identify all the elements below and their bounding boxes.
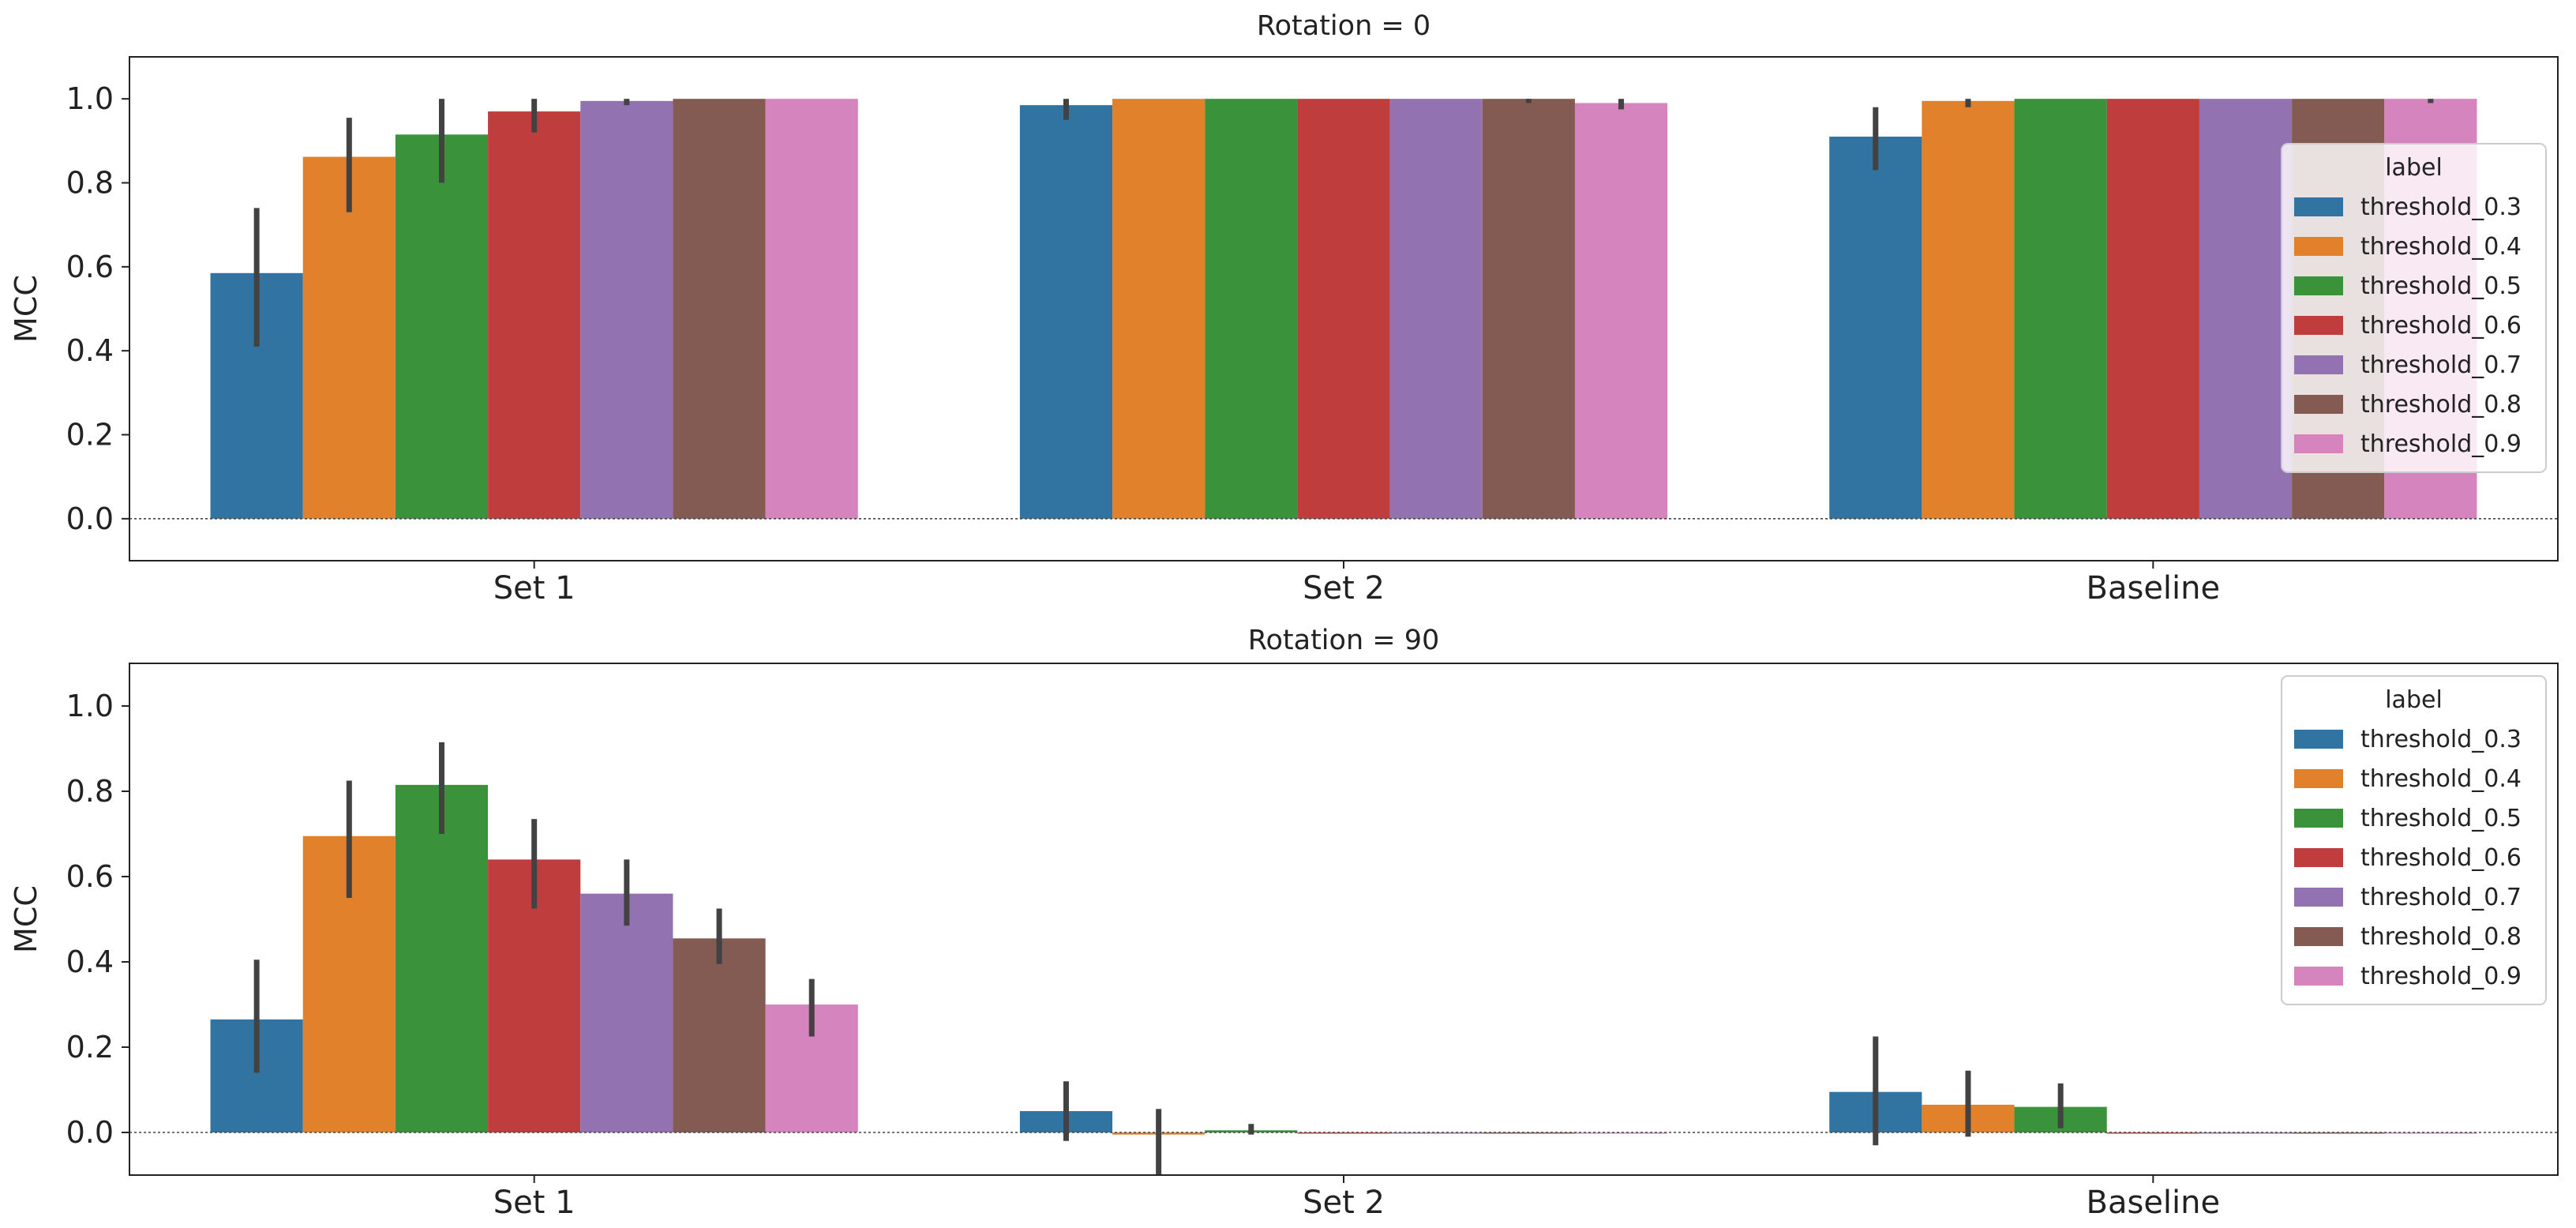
- plot-frame: [129, 663, 2559, 1176]
- y-tick-label: 1.0: [66, 81, 114, 116]
- bar-threshold_0.4-set-2: [1112, 99, 1206, 519]
- x-tick-label: Set 2: [1303, 1185, 1385, 1221]
- bar-threshold_0.9-set-2: [1574, 103, 1668, 519]
- legend-entry: threshold_0.4: [2360, 765, 2522, 793]
- bar-threshold_0.7-set-1: [580, 100, 673, 519]
- legend: label threshold_0.3 threshold_0.4 threshold…: [2281, 143, 2547, 473]
- bar-threshold_0.7-set-2: [1389, 1132, 1483, 1134]
- legend-swatch: [2294, 316, 2343, 335]
- legend-swatch: [2294, 809, 2343, 828]
- y-axis-label: MCC: [9, 275, 43, 343]
- bar-threshold_0.5-set-1: [395, 134, 489, 519]
- legend-entry: threshold_0.7: [2360, 884, 2522, 911]
- bar-threshold_0.7-set-1: [580, 893, 673, 1132]
- y-axis-label: MCC: [9, 885, 43, 953]
- legend-swatch: [2294, 434, 2343, 453]
- chart-title: Rotation = 0: [1257, 10, 1430, 42]
- y-tick-label: 1.0: [66, 689, 114, 723]
- legend-swatch: [2294, 848, 2343, 867]
- y-tick-label: 0.8: [66, 774, 114, 809]
- y-tick-label: 0.8: [66, 166, 114, 201]
- bar-threshold_0.5-set-2: [1205, 99, 1298, 519]
- legend-entry: threshold_0.7: [2360, 351, 2522, 379]
- legend-swatch: [2294, 967, 2343, 986]
- y-tick-label: 0.4: [66, 333, 114, 368]
- legend-entry: threshold_0.3: [2360, 726, 2522, 753]
- bar-threshold_0.9-set-2: [1574, 1132, 1668, 1134]
- bar-threshold_0.9-baseline: [2384, 1132, 2477, 1134]
- legend: label threshold_0.3 threshold_0.4 threshold…: [2281, 675, 2547, 1005]
- legend-box: [2281, 675, 2547, 1005]
- legend-swatch: [2294, 395, 2343, 414]
- bar-threshold_0.7-baseline: [2199, 99, 2293, 519]
- bar-threshold_0.3-baseline: [1829, 137, 1922, 519]
- bar-threshold_0.8-set-2: [1482, 99, 1575, 519]
- y-tick-label: 0.0: [66, 1115, 114, 1150]
- x-tick-label: Baseline: [2087, 1185, 2221, 1221]
- bar-threshold_0.5-baseline: [2014, 99, 2107, 519]
- legend-entry: threshold_0.9: [2360, 430, 2522, 458]
- legend-swatch: [2294, 769, 2343, 788]
- subplot-rotation-0: Rotation = 0 0.0 0.2 0.4 0.6 0.8 1.0 MCC Set 1 Se…: [9, 10, 2559, 606]
- legend-title: label: [2385, 154, 2443, 182]
- legend-swatch: [2294, 355, 2343, 374]
- plot-frame: [129, 56, 2559, 561]
- bar-threshold_0.7-set-2: [1389, 99, 1483, 519]
- x-tick-label: Set 1: [493, 1185, 576, 1221]
- legend-swatch: [2294, 888, 2343, 907]
- bar-threshold_0.4-set-1: [302, 156, 396, 519]
- bar-threshold_0.8-set-1: [673, 938, 766, 1132]
- legend-entry: threshold_0.8: [2360, 923, 2522, 951]
- legend-swatch: [2294, 730, 2343, 749]
- bar-threshold_0.9-set-1: [765, 99, 858, 519]
- subplot-rotation-90: Rotation = 90 0.0 0.2 0.4 0.6 0.8 1.0 MCC Set 1 S…: [9, 625, 2559, 1221]
- bar-threshold_0.5-set-1: [395, 784, 489, 1132]
- bar-threshold_0.6-set-1: [488, 111, 581, 519]
- legend-title: label: [2385, 686, 2443, 714]
- x-tick-label: Baseline: [2087, 570, 2221, 606]
- legend-swatch: [2294, 197, 2343, 216]
- legend-entry: threshold_0.9: [2360, 963, 2522, 990]
- legend-entry: threshold_0.6: [2360, 844, 2522, 872]
- legend-entry: threshold_0.3: [2360, 193, 2522, 221]
- bar-threshold_0.8-set-1: [673, 99, 766, 519]
- legend-entry: threshold_0.4: [2360, 233, 2522, 261]
- y-tick-label: 0.2: [66, 418, 114, 453]
- x-tick-label: Set 2: [1303, 570, 1385, 606]
- legend-swatch: [2294, 927, 2343, 946]
- legend-entry: threshold_0.6: [2360, 312, 2522, 340]
- legend-entry: threshold_0.5: [2360, 272, 2522, 300]
- bar-threshold_0.6-set-2: [1297, 99, 1390, 519]
- y-tick-label: 0.0: [66, 501, 114, 536]
- legend-box: [2281, 143, 2547, 473]
- legend-entry: threshold_0.8: [2360, 391, 2522, 419]
- bar-threshold_0.4-baseline: [1922, 100, 2015, 519]
- y-tick-label: 0.6: [66, 250, 114, 284]
- y-tick-label: 0.2: [66, 1030, 114, 1065]
- bar-threshold_0.3-set-2: [1019, 105, 1113, 519]
- chart-title: Rotation = 90: [1248, 625, 1440, 656]
- bar-threshold_0.6-baseline: [2106, 99, 2199, 519]
- legend-entry: threshold_0.5: [2360, 805, 2522, 832]
- bar-threshold_0.7-baseline: [2199, 1132, 2293, 1134]
- x-tick-label: Set 1: [493, 570, 576, 606]
- legend-swatch: [2294, 276, 2343, 295]
- y-tick-label: 0.6: [66, 859, 114, 894]
- legend-swatch: [2294, 237, 2343, 256]
- y-tick-label: 0.4: [66, 944, 114, 979]
